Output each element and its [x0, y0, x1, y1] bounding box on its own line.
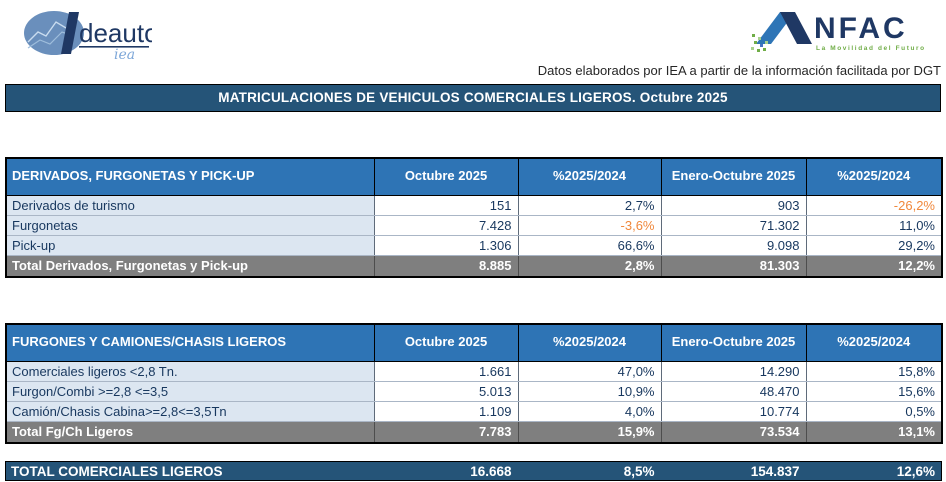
table-header-row: FURGONES Y CAMIONES/CHASIS LIGEROS Octub…	[5, 323, 943, 362]
table-furgones: FURGONES Y CAMIONES/CHASIS LIGEROS Octub…	[5, 323, 943, 444]
cell-value: 15,6%	[806, 381, 943, 402]
grand-total-row: TOTAL COMERCIALES LIGEROS 16.668 8,5% 15…	[5, 461, 942, 481]
ideauto-wordmark: deauto	[79, 18, 152, 48]
total-value: 12,2%	[806, 254, 943, 277]
ideauto-logo: deauto iea	[22, 6, 159, 67]
table-row: Pick-up 1.306 66,6% 9.098 29,2%	[6, 235, 943, 256]
cell-value: 71.302	[661, 215, 807, 236]
table-row: Furgonetas 7.428 -3,6% 71.302 11,0%	[6, 215, 943, 236]
column-header: Octubre 2025	[373, 157, 519, 196]
anfac-dots-icon	[751, 34, 768, 52]
ideauto-logo-graphic: deauto iea	[24, 11, 159, 63]
cell-value: 29,2%	[806, 235, 943, 256]
cell-value-negative: -26,2%	[806, 195, 943, 216]
table-header-row: DERIVADOS, FURGONETAS Y PICK-UP Octubre …	[5, 157, 943, 196]
cell-value: 4,0%	[518, 401, 662, 422]
column-header: %2025/2024	[805, 157, 943, 196]
grand-total-value: 16.668	[373, 461, 518, 481]
row-label: Pick-up	[6, 235, 375, 256]
column-header: Octubre 2025	[373, 323, 519, 362]
table-row: Camión/Chasis Cabina>=2,8<=3,5Tn 1.109 4…	[6, 401, 943, 422]
page-title: MATRICULACIONES DE VEHICULOS COMERCIALES…	[5, 84, 941, 112]
cell-value: 0,5%	[806, 401, 943, 422]
cell-value-negative: -3,6%	[518, 215, 662, 236]
total-value: 15,9%	[518, 420, 662, 443]
column-header: %2025/2024	[805, 323, 943, 362]
table-total-row: Total Derivados, Furgonetas y Pick-up 8.…	[6, 254, 943, 277]
row-label: Furgon/Combi >=2,8 <=3,5	[6, 381, 375, 402]
grand-total-value: 12,6%	[805, 461, 942, 481]
table-derivados: DERIVADOS, FURGONETAS Y PICK-UP Octubre …	[5, 157, 943, 278]
anfac-logo: NFAC La Movilidad del Futuro	[748, 4, 940, 61]
ideauto-slash-icon	[61, 12, 79, 54]
cell-value: 7.428	[374, 215, 519, 236]
grand-total-value: 8,5%	[517, 461, 661, 481]
anfac-a-right	[780, 12, 812, 44]
table-total-row: Total Fg/Ch Ligeros 7.783 15,9% 73.534 1…	[6, 420, 943, 443]
grand-total-value: 154.837	[660, 461, 806, 481]
cell-value: 151	[374, 195, 519, 216]
anfac-wordmark: NFAC	[814, 12, 908, 45]
row-label: Camión/Chasis Cabina>=2,8<=3,5Tn	[6, 401, 375, 422]
grand-total-label: TOTAL COMERCIALES LIGEROS	[5, 461, 374, 481]
cell-value: 14.290	[661, 361, 807, 382]
cell-value: 9.098	[661, 235, 807, 256]
anfac-tagline: La Movilidad del Futuro	[816, 45, 926, 52]
grand-total-bar: TOTAL COMERCIALES LIGEROS 16.668 8,5% 15…	[5, 461, 942, 481]
total-value: 81.303	[661, 254, 807, 277]
column-header: Enero-Octubre 2025	[660, 157, 807, 196]
total-value: 13,1%	[806, 420, 943, 443]
cell-value: 5.013	[374, 381, 519, 402]
total-value: 7.783	[374, 420, 519, 443]
total-label: Total Fg/Ch Ligeros	[6, 420, 375, 443]
credit-line: Datos elaborados por IEA a partir de la …	[537, 63, 941, 78]
cell-value: 15,8%	[806, 361, 943, 382]
total-label: Total Derivados, Furgonetas y Pick-up	[6, 254, 375, 277]
total-value: 8.885	[374, 254, 519, 277]
ideauto-script: iea	[114, 47, 135, 62]
table-row: Furgon/Combi >=2,8 <=3,5 5.013 10,9% 48.…	[6, 381, 943, 402]
cell-value: 1.661	[374, 361, 519, 382]
total-value: 73.534	[661, 420, 807, 443]
row-label: Comerciales ligeros <2,8 Tn.	[6, 361, 375, 382]
cell-value: 48.470	[661, 381, 807, 402]
cell-value: 903	[661, 195, 807, 216]
column-header: Enero-Octubre 2025	[660, 323, 807, 362]
table2-title: FURGONES Y CAMIONES/CHASIS LIGEROS	[5, 323, 375, 362]
table-row: Comerciales ligeros <2,8 Tn. 1.661 47,0%…	[6, 361, 943, 382]
cell-value: 2,7%	[518, 195, 662, 216]
table1-title: DERIVADOS, FURGONETAS Y PICK-UP	[5, 157, 375, 196]
column-header: %2025/2024	[517, 157, 662, 196]
cell-value: 11,0%	[806, 215, 943, 236]
ideauto-underline	[79, 46, 149, 48]
cell-value: 10,9%	[518, 381, 662, 402]
cell-value: 10.774	[661, 401, 807, 422]
cell-value: 47,0%	[518, 361, 662, 382]
anfac-logo-graphic: NFAC La Movilidad del Futuro	[751, 12, 926, 52]
cell-value: 66,6%	[518, 235, 662, 256]
cell-value: 1.109	[374, 401, 519, 422]
row-label: Derivados de turismo	[6, 195, 375, 216]
row-label: Furgonetas	[6, 215, 375, 236]
table-row: Derivados de turismo 151 2,7% 903 -26,2%	[6, 195, 943, 216]
total-value: 2,8%	[518, 254, 662, 277]
cell-value: 1.306	[374, 235, 519, 256]
column-header: %2025/2024	[517, 323, 662, 362]
